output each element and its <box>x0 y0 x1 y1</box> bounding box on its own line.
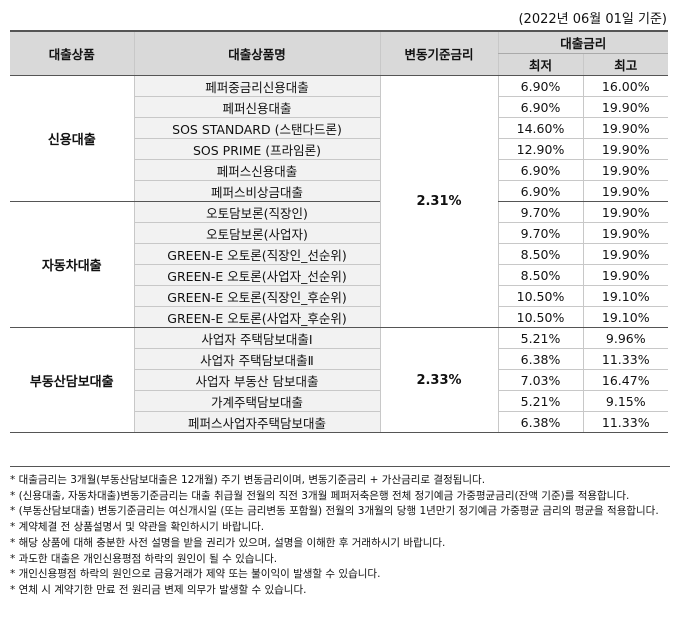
rate-min: 6.90% <box>497 75 583 97</box>
rate-max: 19.90% <box>582 201 668 223</box>
product-name: 가계주택담보대출 <box>133 390 380 412</box>
category-auto: 자동차대출 <box>10 201 134 328</box>
rate-max: 19.90% <box>582 243 668 265</box>
note-item: * 대출금리는 3개월(부동산담보대출은 12개월) 주기 변동금리이며, 변동… <box>10 474 486 486</box>
product-name: GREEN-E 오토론(사업자_후순위) <box>133 306 380 328</box>
header-product: 대출상품명 <box>133 31 380 76</box>
header-rate: 대출금리 <box>497 31 668 54</box>
note-item: * 개인신용평점 하락의 원인으로 금융거래가 제약 또는 불이익이 발생할 수… <box>10 568 381 581</box>
rate-max: 19.90% <box>582 180 668 202</box>
rate-max: 11.33% <box>582 348 668 370</box>
rate-max: 16.47% <box>582 369 668 391</box>
rate-min: 6.38% <box>497 348 583 370</box>
rate-min: 6.90% <box>497 159 583 181</box>
rate-max: 9.96% <box>582 327 668 349</box>
rate-max: 9.15% <box>582 390 668 412</box>
rate-min: 7.03% <box>497 369 583 391</box>
rate-max: 16.00% <box>582 75 668 97</box>
base-rate-real-estate: 2.33% <box>379 327 498 433</box>
rate-max: 19.90% <box>582 138 668 160</box>
rate-min: 14.60% <box>497 117 583 139</box>
product-name: GREEN-E 오토론(사업자_선순위) <box>133 264 380 286</box>
rate-min: 9.70% <box>497 222 583 244</box>
note-item: * 연체 시 계약기한 만료 전 원리금 변제 의무가 발생할 수 있습니다. <box>10 583 307 596</box>
product-name: 페퍼스신용대출 <box>133 159 380 181</box>
note-item: * 계약체결 전 상품설명서 및 약관을 확인하시기 바랍니다. <box>10 521 265 534</box>
rate-max: 19.90% <box>582 96 668 118</box>
product-name: 오토담보론(사업자) <box>133 222 380 244</box>
product-name: 사업자 부동산 담보대출 <box>133 369 380 391</box>
header-max: 최고 <box>582 53 668 76</box>
rate-min: 10.50% <box>497 306 583 328</box>
rate-max: 19.90% <box>582 264 668 286</box>
product-name: 사업자 주택담보대출Ⅱ <box>133 348 380 370</box>
rate-min: 5.21% <box>497 390 583 412</box>
header-category: 대출상품 <box>10 31 134 76</box>
product-name: 페퍼스비상금대출 <box>133 180 380 202</box>
product-name: 페퍼중금리신용대출 <box>133 75 380 97</box>
product-name: GREEN-E 오토론(직장인_선순위) <box>133 243 380 265</box>
rate-min: 8.50% <box>497 243 583 265</box>
product-name: 사업자 주택담보대출Ⅰ <box>133 327 380 349</box>
product-name: GREEN-E 오토론(직장인_후순위) <box>133 285 380 307</box>
product-name: 페퍼신용대출 <box>133 96 380 118</box>
rate-min: 12.90% <box>497 138 583 160</box>
rate-min: 10.50% <box>497 285 583 307</box>
notes-section: * 대출금리는 3개월(부동산담보대출은 12개월) 주기 변동금리이며, 변동… <box>10 466 670 599</box>
rate-min: 9.70% <box>497 201 583 223</box>
product-name: 오토담보론(직장인) <box>133 201 380 223</box>
rate-min: 6.90% <box>497 180 583 202</box>
rate-max: 19.10% <box>582 285 668 307</box>
rate-max: 19.90% <box>582 117 668 139</box>
product-name: SOS STANDARD (스탠다드론) <box>133 117 380 139</box>
rate-max: 19.90% <box>582 159 668 181</box>
rate-table: 대출상품 대출상품명 변동기준금리 대출금리 최저 최고 신용대출 페퍼중금리신… <box>10 30 668 433</box>
note-item: * (신용대출, 자동차대출)변동기준금리는 대출 취급월 전월의 직전 3개월… <box>10 489 630 502</box>
rate-min: 6.90% <box>497 96 583 118</box>
category-real-estate: 부동산담보대출 <box>10 327 134 433</box>
note-item: * 해당 상품에 대해 충분한 사전 설명을 받을 권리가 있으며, 설명을 이… <box>10 536 446 549</box>
product-name: SOS PRIME (프라임론) <box>133 138 380 160</box>
header-base-rate: 변동기준금리 <box>379 31 498 76</box>
note-item: * (부동산담보대출) 변동기준금리는 여신개시일 (또는 금리변동 포함월) … <box>10 505 659 518</box>
rate-min: 8.50% <box>497 264 583 286</box>
header-min: 최저 <box>497 53 583 76</box>
note-item: * 과도한 대출은 개인신용평점 하락의 원인이 될 수 있습니다. <box>10 552 278 565</box>
rate-min: 6.38% <box>497 411 583 433</box>
rate-max: 19.10% <box>582 306 668 328</box>
date-note: (2022년 06월 01일 기준) <box>518 12 667 27</box>
rate-min: 5.21% <box>497 327 583 349</box>
base-rate-credit-auto: 2.31% <box>379 75 498 328</box>
product-name: 페퍼스사업자주택담보대출 <box>133 411 380 433</box>
category-credit: 신용대출 <box>10 75 134 202</box>
rate-max: 19.90% <box>582 222 668 244</box>
rate-max: 11.33% <box>582 411 668 433</box>
